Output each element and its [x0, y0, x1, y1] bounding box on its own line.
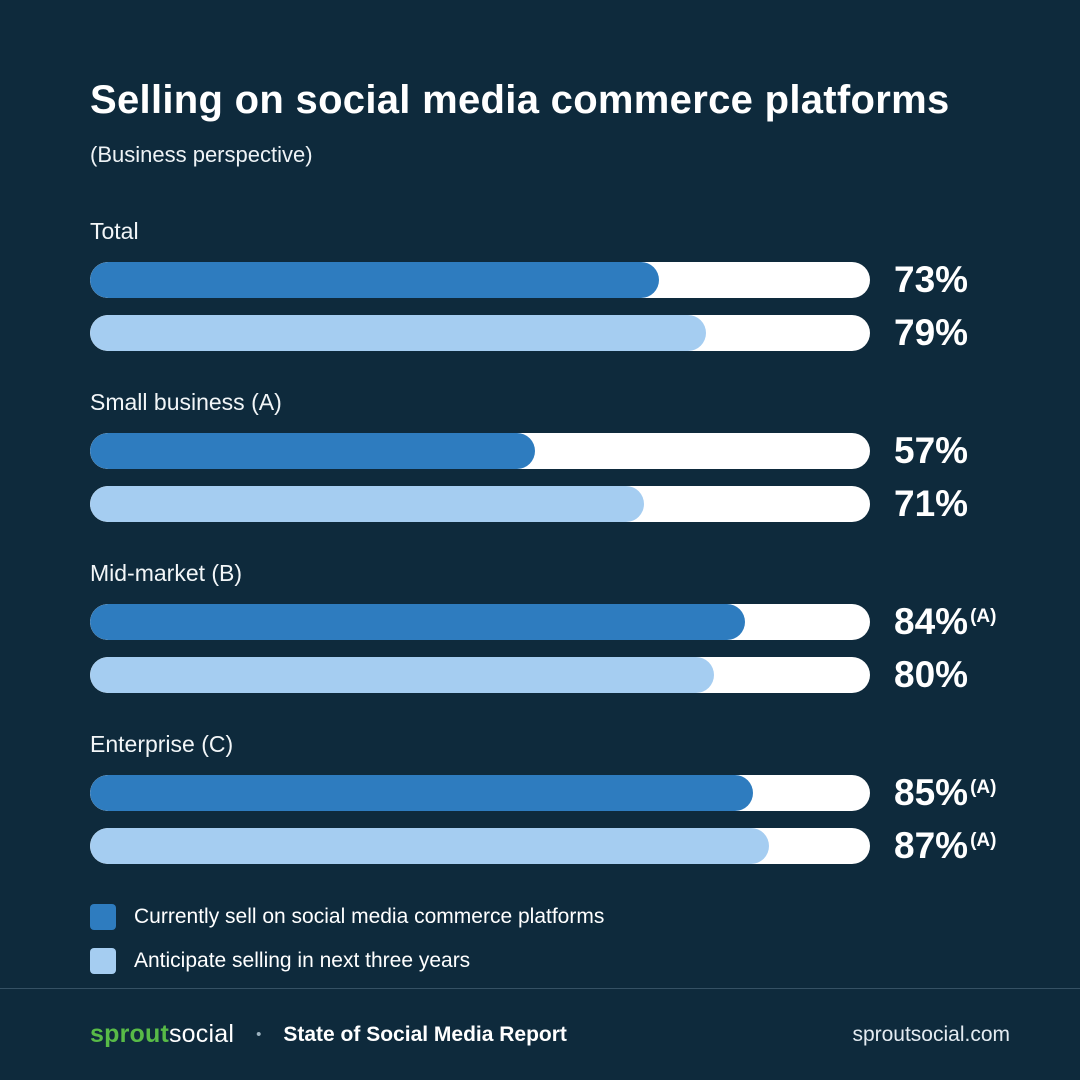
chart-subtitle: (Business perspective): [90, 142, 313, 167]
legend-label-anticipate: Anticipate selling in next three years: [134, 949, 471, 972]
significance-annotation: (A): [970, 606, 997, 627]
significance-annotation: (A): [970, 777, 997, 798]
value-label: 85% (A): [894, 772, 997, 813]
bar-track: [90, 603, 870, 640]
value-label: 57%: [894, 430, 969, 471]
bar-fill-current: [90, 774, 753, 811]
legend-label-current: Currently sell on social media commerce …: [134, 905, 605, 928]
value-label: 87% (A): [894, 825, 997, 866]
bar-track: [90, 656, 870, 693]
sprout-social-logo: sproutsocial: [90, 1020, 234, 1049]
bar-track: [90, 261, 870, 298]
bar-row: 79%: [90, 314, 1010, 351]
bar-row: 57%: [90, 432, 1010, 469]
legend-swatch-anticipate: [90, 948, 116, 974]
value-label: 80%: [894, 654, 969, 695]
value-label: 84% (A): [894, 601, 997, 642]
significance-annotation: (A): [970, 830, 997, 851]
chart-group: Total 73% 79%: [90, 218, 1010, 351]
chart-group: Small business (A) 57% 71%: [90, 389, 1010, 522]
website-link: sproutsocial.com: [852, 1022, 1010, 1046]
legend-swatch-current: [90, 904, 116, 930]
footer-left: sproutsocial • State of Social Media Rep…: [90, 1020, 567, 1049]
legend-item-anticipate: Anticipate selling in next three years: [90, 948, 1010, 974]
footer: sproutsocial • State of Social Media Rep…: [0, 988, 1080, 1080]
value-label: 79%: [894, 312, 969, 353]
bar-track: [90, 314, 870, 351]
category-label: Total: [90, 218, 139, 244]
footer-separator-dot: •: [256, 1026, 262, 1043]
bar-row: 73%: [90, 261, 1010, 298]
value-label: 71%: [894, 483, 969, 524]
bar-track: [90, 432, 870, 469]
logo-sprout-text: sprout: [90, 1020, 169, 1048]
bar-fill-anticipate: [90, 827, 769, 864]
category-label: Small business (A): [90, 389, 282, 415]
bar-fill-anticipate: [90, 485, 644, 522]
legend-item-current: Currently sell on social media commerce …: [90, 904, 1010, 930]
bar-track: [90, 485, 870, 522]
bar-row: 80%: [90, 656, 1010, 693]
bar-chart: Total 73% 79% Small business (A) 57% 71% Mid-m…: [90, 218, 1010, 864]
chart-title: Selling on social media commerce platfor…: [90, 78, 950, 122]
category-label: Enterprise (C): [90, 731, 234, 757]
bar-track: [90, 827, 870, 864]
chart-content: Selling on social media commerce platfor…: [90, 78, 1010, 974]
logo-social-text: social: [168, 1020, 235, 1048]
bar-row: 71%: [90, 485, 1010, 522]
bar-row: 84% (A): [90, 603, 1010, 640]
bar-fill-anticipate: [90, 314, 707, 351]
bar-fill-current: [90, 432, 535, 469]
category-label: Mid-market (B): [90, 560, 243, 586]
chart-group: Enterprise (C) 85% (A) 87% (A): [90, 731, 1010, 864]
chart-legend: Currently sell on social media commerce …: [90, 904, 1010, 974]
chart-group: Mid-market (B) 84% (A) 80%: [90, 560, 1010, 693]
bar-row: 85% (A): [90, 774, 1010, 811]
bar-row: 87% (A): [90, 827, 1010, 864]
value-label: 73%: [894, 259, 969, 300]
bar-track: [90, 774, 870, 811]
report-name: State of Social Media Report: [283, 1022, 567, 1046]
bar-fill-current: [90, 261, 660, 298]
bar-fill-anticipate: [90, 656, 714, 693]
bar-fill-current: [90, 603, 746, 640]
